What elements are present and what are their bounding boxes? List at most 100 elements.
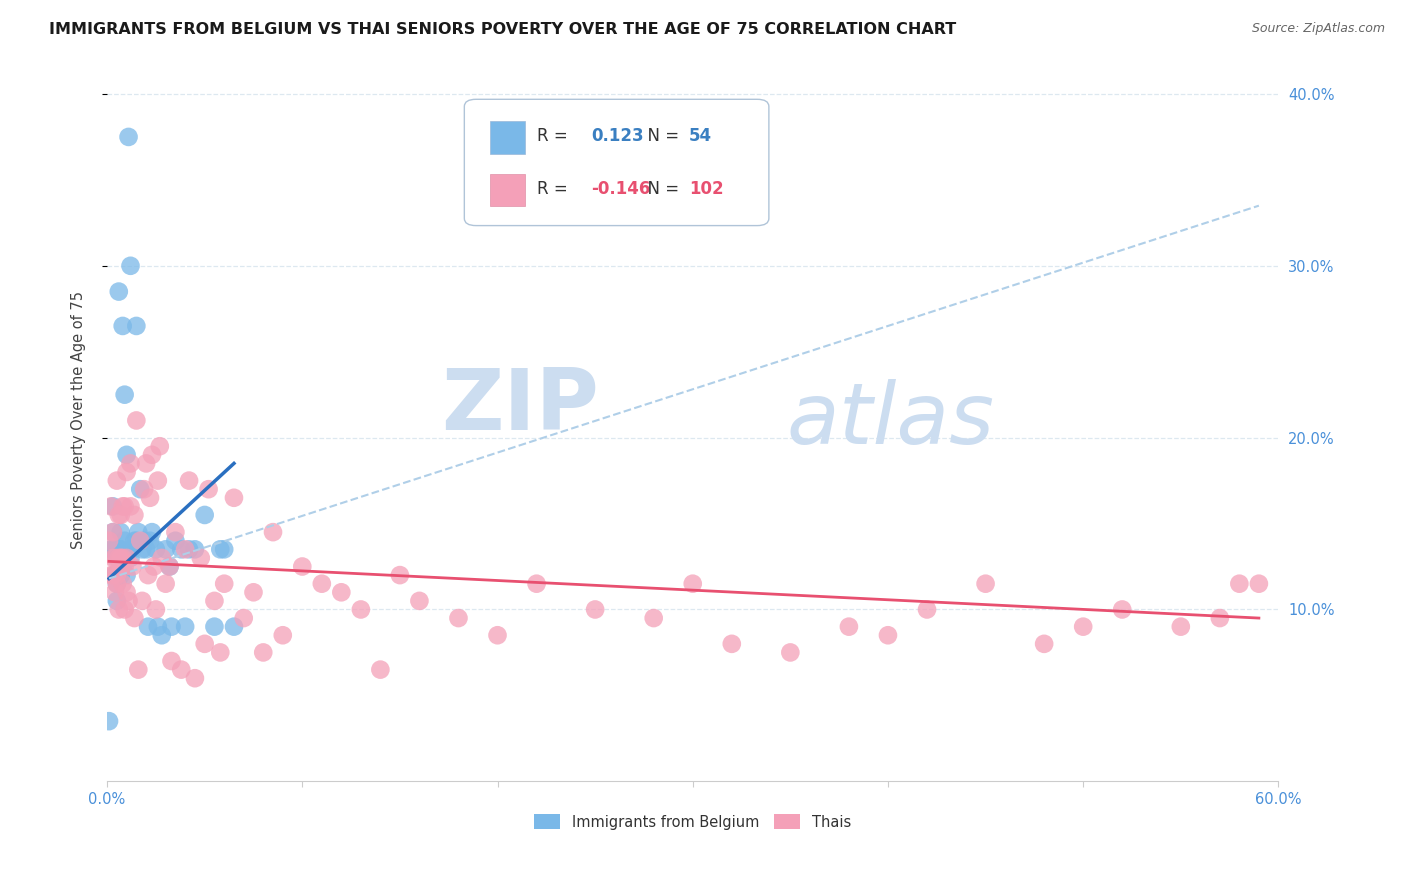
Point: [271, 628, 294, 642]
Point: [877, 628, 900, 642]
Point: [1247, 576, 1270, 591]
Point: [115, 585, 138, 599]
Point: [174, 542, 197, 557]
Point: [150, 550, 173, 565]
Point: [104, 585, 127, 599]
Point: [124, 533, 146, 548]
Point: [129, 533, 152, 548]
Point: [291, 559, 314, 574]
Point: [1033, 637, 1056, 651]
Point: [135, 457, 157, 471]
Point: [105, 594, 128, 608]
Point: [232, 611, 254, 625]
FancyBboxPatch shape: [464, 99, 769, 226]
Point: [101, 568, 124, 582]
Point: [105, 568, 128, 582]
Point: [1170, 620, 1192, 634]
Point: [104, 542, 127, 557]
Point: [134, 482, 156, 496]
Point: [145, 602, 167, 616]
Point: [105, 568, 128, 582]
Point: [915, 602, 938, 616]
Point: [110, 568, 132, 582]
Point: [101, 525, 124, 540]
Point: [115, 542, 138, 557]
Point: [779, 645, 801, 659]
Y-axis label: Seniors Poverty Over the Age of 75: Seniors Poverty Over the Age of 75: [72, 292, 86, 549]
Point: [121, 542, 143, 557]
Point: [125, 318, 148, 333]
Point: [117, 594, 139, 608]
Point: [146, 620, 169, 634]
Point: [110, 542, 132, 557]
Point: [165, 525, 187, 540]
Point: [370, 663, 392, 677]
Point: [107, 508, 129, 522]
Point: [101, 542, 124, 557]
Point: [139, 533, 162, 548]
Text: R =: R =: [537, 128, 574, 145]
Text: atlas: atlas: [786, 379, 994, 462]
Point: [114, 559, 136, 574]
Point: [209, 645, 232, 659]
Point: [111, 576, 134, 591]
Point: [111, 318, 134, 333]
Point: [194, 508, 217, 522]
Point: [1209, 611, 1232, 625]
Point: [1227, 576, 1250, 591]
Text: R =: R =: [537, 180, 574, 198]
Point: [104, 568, 127, 582]
Point: [139, 491, 162, 505]
Point: [330, 585, 353, 599]
Point: [212, 576, 235, 591]
Point: [131, 542, 153, 557]
Point: [114, 387, 136, 401]
Point: [177, 474, 200, 488]
Point: [974, 576, 997, 591]
Text: Source: ZipAtlas.com: Source: ZipAtlas.com: [1251, 22, 1385, 36]
Point: [159, 559, 181, 574]
Point: [127, 663, 149, 677]
Point: [212, 542, 235, 557]
Point: [120, 457, 142, 471]
Point: [165, 533, 187, 548]
Point: [107, 550, 129, 565]
Point: [160, 620, 183, 634]
Point: [838, 620, 860, 634]
Point: [1071, 620, 1094, 634]
Point: [209, 542, 232, 557]
Point: [486, 628, 509, 642]
Point: [114, 500, 136, 514]
Point: [107, 285, 129, 299]
Text: N =: N =: [637, 128, 683, 145]
Point: [197, 482, 219, 496]
Point: [111, 550, 134, 565]
Point: [120, 259, 142, 273]
Point: [136, 568, 159, 582]
Point: [115, 465, 138, 479]
Point: [135, 542, 157, 557]
Point: [100, 500, 122, 514]
Point: [194, 637, 217, 651]
Text: 54: 54: [689, 128, 713, 145]
Point: [121, 559, 143, 574]
Text: 102: 102: [689, 180, 724, 198]
Point: [125, 413, 148, 427]
Point: [105, 576, 128, 591]
Point: [159, 559, 181, 574]
Point: [242, 585, 264, 599]
Point: [124, 508, 146, 522]
Point: [526, 576, 548, 591]
Point: [146, 474, 169, 488]
Point: [170, 542, 193, 557]
Point: [184, 542, 207, 557]
Legend: Immigrants from Belgium, Thais: Immigrants from Belgium, Thais: [529, 808, 858, 836]
Point: [125, 533, 148, 548]
Point: [134, 533, 156, 548]
Point: [204, 620, 226, 634]
Point: [190, 550, 212, 565]
Point: [149, 439, 172, 453]
Point: [155, 576, 177, 591]
Point: [222, 620, 245, 634]
Point: [222, 491, 245, 505]
